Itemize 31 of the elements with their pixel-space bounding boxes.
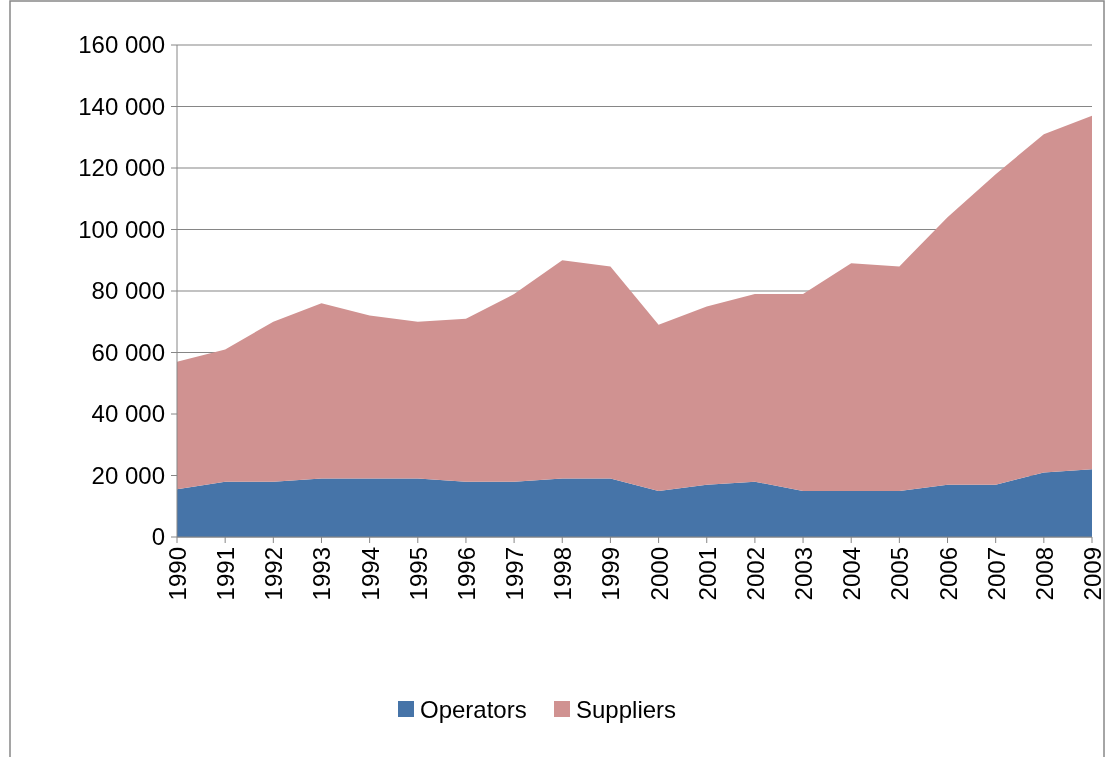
- x-tick-label: 1991: [212, 547, 240, 601]
- y-tick-label: 80 000: [91, 277, 165, 305]
- y-tick-label: 20 000: [91, 461, 165, 489]
- x-tick-label: 2004: [838, 547, 866, 601]
- x-tick-label: 2000: [645, 547, 673, 601]
- y-tick-label: 140 000: [78, 92, 165, 120]
- y-tick-label: 100 000: [78, 215, 165, 243]
- x-tick-label: 1994: [356, 547, 384, 601]
- x-tick-label: 2002: [741, 547, 769, 601]
- x-tick-label: 1995: [404, 547, 432, 601]
- y-tick-label: 160 000: [78, 31, 165, 59]
- x-tick-label: 2008: [1030, 547, 1058, 601]
- y-tick-label: 40 000: [91, 400, 165, 428]
- x-tick-label: 2003: [790, 547, 818, 601]
- x-tick-label: 1992: [260, 547, 288, 601]
- x-tick-label: 1997: [501, 547, 529, 601]
- x-tick-label: 2009: [1079, 547, 1106, 601]
- x-tick-label: 2006: [934, 547, 962, 601]
- x-tick-label: 1996: [452, 547, 480, 601]
- legend-label: Suppliers: [576, 696, 677, 724]
- x-tick-label: 1998: [549, 547, 577, 601]
- legend-label: Operators: [420, 696, 527, 724]
- x-tick-label: 2001: [693, 547, 721, 601]
- x-tick-label: 2007: [982, 547, 1010, 601]
- y-tick-label: 0: [151, 523, 165, 551]
- x-tick-label: 1990: [164, 547, 191, 601]
- x-tick-label: 2005: [886, 547, 914, 601]
- y-tick-label: 60 000: [91, 338, 165, 366]
- y-tick-label: 120 000: [78, 154, 165, 182]
- x-tick-label: 1993: [308, 547, 336, 601]
- x-tick-label: 1999: [597, 547, 625, 601]
